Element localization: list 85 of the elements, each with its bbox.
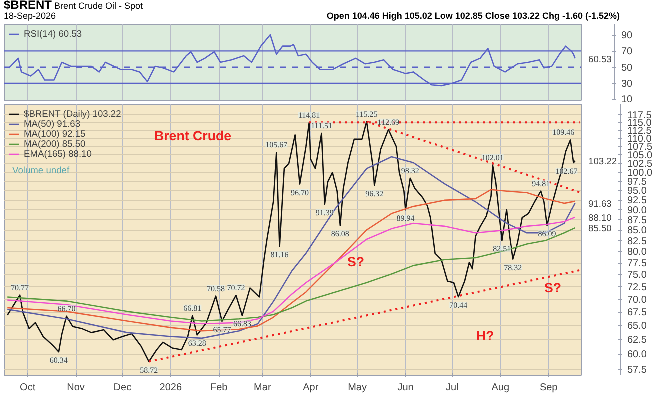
x-tick-label: Aug: [492, 382, 510, 394]
annotation: 70.58: [207, 284, 226, 294]
annotation: 109.46: [552, 128, 575, 138]
y-tick-label: 60.0: [628, 350, 648, 361]
y-tick-label: 100.0: [628, 168, 653, 179]
annotation: S?: [544, 280, 562, 296]
annotation: Volume undef: [12, 166, 70, 176]
annotation: 78.32: [504, 263, 522, 272]
annotation: 70.44: [450, 301, 468, 310]
annotation: 66.70: [58, 304, 76, 314]
y-tick-label: 90: [622, 30, 634, 42]
x-tick-label: May: [348, 382, 368, 394]
annotation: 81.16: [270, 250, 289, 260]
x-tick-label: Mar: [254, 382, 272, 394]
legend-label: $BRENT (Daily) 103.22: [24, 109, 122, 119]
annotation: 65.77: [213, 325, 232, 334]
annotation: 103.22: [588, 156, 618, 167]
text: Brent Crude: [154, 128, 232, 144]
annotation: 112.69: [378, 118, 400, 127]
y-tick-label: 62.5: [628, 335, 648, 346]
chart-subtitle: Brent Crude Oil - Spot: [54, 1, 144, 11]
y-tick-label: 77.5: [628, 258, 648, 270]
legend-label: MA(200) 85.50: [24, 139, 86, 149]
y-tick-label: 57.5: [628, 364, 648, 376]
annotation: 111.51: [311, 122, 332, 131]
annotation: 94.81: [532, 179, 550, 188]
x-tick-label: Feb: [210, 382, 228, 394]
x-tick-label: Jun: [398, 382, 414, 394]
annotation: 58.72: [140, 366, 158, 375]
text: 18-Sep-2026: [4, 11, 56, 21]
y-tick-label: 95.0: [628, 186, 648, 198]
legend-label: MA(100) 92.15: [24, 129, 86, 139]
annotation: 66.83: [233, 320, 252, 329]
annotation: 115.25: [356, 110, 378, 119]
annotation: 70.72: [227, 284, 246, 293]
annotation: 60.53: [588, 54, 612, 64]
annotation: 86.08: [331, 230, 350, 239]
y-tick-label: 75.0: [628, 270, 648, 282]
annotation: 70.77: [11, 283, 30, 292]
y-tick-label: 87.5: [628, 215, 648, 226]
annotation: 91.39: [316, 208, 334, 218]
y-tick-label: 97.5: [628, 176, 648, 188]
annotation: S?: [348, 254, 365, 270]
annotation: 60.34: [50, 356, 68, 366]
x-tick-label: Jul: [446, 382, 459, 394]
y-tick-label: 72.5: [628, 282, 648, 294]
annotation: 82.51: [493, 244, 512, 254]
annotation: 102.67: [556, 166, 578, 176]
y-tick-label: 105.0: [628, 150, 653, 162]
annotation: 66.81: [184, 304, 202, 313]
annotation: 102.01: [482, 153, 504, 162]
legend-label: MA(50) 91.63: [24, 119, 81, 129]
y-tick-label: 30: [622, 79, 634, 90]
annotation: 98.32: [401, 166, 420, 176]
annotation: 105.67: [266, 140, 288, 150]
annotation: 85.50: [588, 224, 612, 234]
x-tick-label: Dec: [114, 382, 132, 394]
x-tick-label: Nov: [67, 382, 85, 394]
y-tick-label: 70.0: [628, 294, 648, 306]
annotation: 89.94: [396, 214, 415, 224]
x-tick-label: Oct: [20, 382, 36, 394]
annotation: 96.70: [291, 188, 309, 198]
legend-label: EMA(165) 88.10: [24, 149, 92, 159]
x-tick-label: 2026: [160, 382, 182, 394]
annotation: 63.28: [188, 339, 206, 348]
y-tick-label: 70: [622, 46, 634, 58]
annotation: 96.32: [366, 190, 384, 199]
y-tick-label: 80.0: [628, 247, 648, 258]
y-tick-label: 90.0: [628, 205, 648, 216]
y-tick-label: 92.5: [628, 196, 648, 207]
y-tick-label: 102.5: [628, 159, 653, 170]
y-tick-label: 67.5: [628, 308, 648, 319]
y-tick-label: 85.0: [628, 226, 648, 237]
x-tick-label: Apr: [303, 382, 320, 394]
legend-label: RSI(14) 60.53: [24, 29, 82, 39]
y-tick-label: 50: [622, 62, 634, 74]
x-tick-label: Sep: [540, 382, 558, 394]
y-tick-label: 65.0: [628, 321, 648, 332]
annotation: 88.10: [588, 212, 612, 223]
text: Open 104.46 High 105.02 Low 102.85 Close 103.22 Chg -1.60 (-1.52%): [326, 11, 620, 21]
y-tick-label: 82.5: [628, 236, 648, 248]
annotation: 91.63: [588, 198, 612, 209]
annotation: 114.81: [298, 111, 320, 120]
chart-title: $BRENT: [4, 0, 52, 12]
annotation: H?: [476, 328, 494, 344]
